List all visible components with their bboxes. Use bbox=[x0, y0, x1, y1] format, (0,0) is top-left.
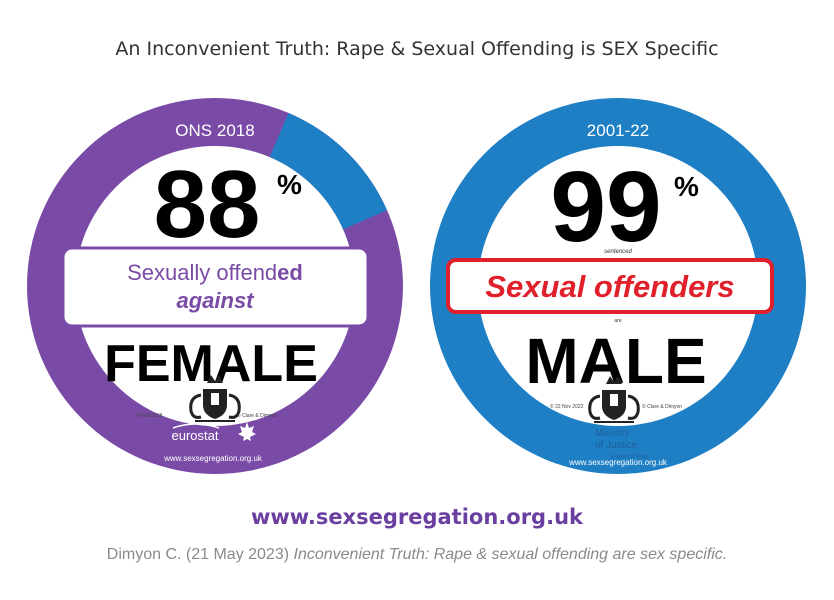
citation: Dimyon C. (21 May 2023) Inconvenient Tru… bbox=[0, 546, 834, 564]
source-label: ONS 2018 bbox=[175, 121, 254, 140]
citation-title: Inconvenient Truth: Rape & sexual offend… bbox=[293, 546, 728, 563]
percent-number: 88 bbox=[154, 151, 261, 258]
copyright-small: © Clare & Dimyon bbox=[642, 403, 682, 410]
ministry-line2: of Justice bbox=[595, 440, 638, 451]
badge-url: www.sexsegregation.org.uk bbox=[568, 458, 668, 467]
male-offenders-badge: 2001-22 99 % sentenced Sexual offenders … bbox=[428, 96, 808, 476]
label-line2: against bbox=[176, 288, 255, 313]
are-small: are bbox=[614, 318, 621, 324]
sentenced-small: sentenced bbox=[604, 249, 632, 255]
source-label: 2001-22 bbox=[587, 121, 649, 140]
badge-url: www.sexsegregation.org.uk bbox=[163, 454, 263, 463]
percent-sign: % bbox=[674, 171, 699, 202]
sex-label: FEMALE bbox=[104, 335, 318, 393]
label-line1: Sexually offended bbox=[127, 260, 303, 285]
date-small: © 22 Nov 2022 bbox=[550, 403, 584, 410]
copyright-small: © Clare & Dimyon bbox=[237, 412, 277, 419]
ministry-line3: England & Wales bbox=[611, 454, 650, 460]
percent-number: 99 bbox=[550, 151, 661, 263]
maple-leaf-icon bbox=[238, 422, 256, 441]
eurostat-swoosh-icon bbox=[172, 423, 220, 429]
eurostat-logo: eurostat bbox=[172, 428, 219, 443]
male-share-wedge bbox=[269, 112, 388, 230]
date-small: 8 Feb 2018 bbox=[137, 413, 163, 419]
sex-label: MALE bbox=[525, 325, 706, 397]
ministry-line1: Ministry bbox=[595, 428, 629, 439]
label-box bbox=[61, 246, 370, 328]
page-title: An Inconvenient Truth: Rape & Sexual Off… bbox=[115, 38, 719, 60]
label-text: Sexual offenders bbox=[485, 269, 734, 304]
label-box bbox=[446, 258, 774, 314]
female-victims-badge: ONS 2018 88 % Sexually offended against … bbox=[25, 96, 405, 476]
royal-arms-icon bbox=[189, 375, 241, 422]
citation-author: Dimyon C. (21 May 2023) bbox=[106, 546, 294, 563]
percent-sign: % bbox=[277, 169, 302, 200]
royal-arms-icon bbox=[588, 376, 640, 423]
site-link[interactable]: www.sexsegregation.org.uk bbox=[250, 505, 583, 529]
